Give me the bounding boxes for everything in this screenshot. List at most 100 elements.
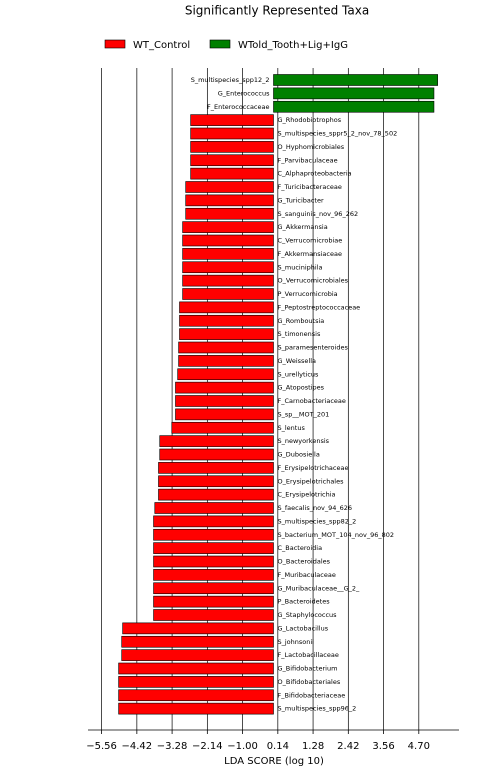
category-label: F_Parvibaculaceae <box>278 156 338 164</box>
bar <box>118 689 274 702</box>
category-label: F_Muribaculaceae <box>278 571 336 579</box>
category-label: S_multispecies_sppr5_2_nov_78_502 <box>278 130 398 138</box>
bar <box>153 542 274 554</box>
category-label: G_Enterococcus <box>218 89 270 97</box>
bar <box>190 127 274 140</box>
x-tick-label: −2.14 <box>192 741 223 752</box>
bar <box>179 314 274 327</box>
category-label: F_Bifidobacteriaceae <box>278 691 346 699</box>
bar <box>182 234 274 247</box>
category-label: S_bacterium_MOT_104_nov_96_802 <box>278 531 395 539</box>
legend-label: WTold_Tooth+Lig+IgG <box>238 40 348 51</box>
bar <box>118 676 274 688</box>
category-label: F_Carnobacteriaceae <box>278 397 346 405</box>
x-tick-label: 4.70 <box>408 741 430 752</box>
category-label: G_Staphylococcus <box>278 611 338 619</box>
legend-swatch <box>209 39 231 49</box>
bar <box>182 261 274 274</box>
category-label: S_paramesenteroides <box>278 344 349 352</box>
category-label: F_Turicibacteraceae <box>278 183 342 191</box>
bar <box>159 448 274 461</box>
x-tick-label: −3.28 <box>157 741 188 752</box>
bar <box>190 154 274 167</box>
bar <box>118 662 274 675</box>
category-label: O_Hyphomicrobiales <box>278 143 345 151</box>
bar <box>175 395 274 407</box>
bar <box>185 194 274 207</box>
category-label: F_Erysipelotrichaceae <box>278 464 349 472</box>
bar <box>121 635 274 648</box>
bar <box>273 74 438 86</box>
bar <box>185 181 274 193</box>
bar <box>175 408 274 421</box>
bar <box>153 609 274 621</box>
category-label: C_Alphaproteobacteria <box>278 170 352 178</box>
bar <box>158 475 274 488</box>
bar <box>273 87 435 100</box>
category-label: G_Lactobacillus <box>278 624 329 632</box>
bar <box>190 114 274 126</box>
x-tick-label: −4.42 <box>122 741 153 752</box>
category-label: O_Bifidobacteriales <box>278 678 341 686</box>
bar <box>182 221 274 233</box>
bar <box>153 569 274 581</box>
category-label: C_Verrucomicrobiae <box>278 237 343 245</box>
category-label: S_multispecies_spp12_2 <box>191 76 270 84</box>
category-label: G_Weissella <box>278 357 317 365</box>
bar <box>153 528 274 541</box>
bar <box>178 355 274 367</box>
bar <box>153 595 274 608</box>
bar <box>179 328 274 340</box>
category-label: S_multispecies_spp96_2 <box>278 705 357 713</box>
category-label: S_lentus <box>278 424 306 432</box>
chart-title: Significantly Represented Taxa <box>185 4 369 18</box>
category-label: S_newyorkensis <box>278 437 330 445</box>
bar <box>118 702 274 715</box>
category-label: G_Bifidobacterium <box>278 665 338 673</box>
x-tick-label: 2.42 <box>337 741 359 752</box>
category-label: S_johnsonii <box>278 638 315 646</box>
category-label: O_Verrucomicrobiales <box>278 277 349 285</box>
category-label: S_muciniphila <box>278 263 323 271</box>
bar <box>182 248 274 260</box>
category-label: F_Peptostreptococcaceae <box>278 303 361 311</box>
x-tick-label: 1.28 <box>302 741 324 752</box>
category-label: F_Enterococcaceae <box>207 103 270 111</box>
bar <box>122 622 274 635</box>
bar <box>121 649 274 661</box>
x-tick-label: 0.14 <box>267 741 289 752</box>
x-tick-label: 3.56 <box>372 741 394 752</box>
category-label: G_Romboutsia <box>278 317 325 325</box>
category-label: G_Muribaculaceae__G_2_ <box>278 584 361 592</box>
category-label: P_Bacteroidetes <box>278 598 331 606</box>
bar <box>153 555 274 568</box>
category-label: C_Erysipelotrichia <box>278 491 336 499</box>
bar <box>158 462 274 474</box>
x-tick-label: −5.56 <box>86 741 117 752</box>
category-label: F_Akkermansiaceae <box>278 250 342 258</box>
bar <box>182 274 274 287</box>
category-label: S_sanguinis_nov_96_262 <box>278 210 359 218</box>
category-label: S_multispecies_spp82_2 <box>278 517 357 525</box>
bar <box>171 421 274 434</box>
bar <box>159 435 274 447</box>
bar <box>153 582 274 595</box>
category-label: P_Verrucomicrobia <box>278 290 338 298</box>
legend-label: WT_Control <box>133 40 190 51</box>
category-label: S_timonensis <box>278 330 321 338</box>
category-label: C_Bacteroidia <box>278 544 323 552</box>
bar <box>153 515 274 528</box>
legend-swatch <box>104 39 126 49</box>
category-label: G_Akkermansia <box>278 223 328 231</box>
bar <box>273 100 435 113</box>
bar <box>185 207 274 220</box>
bar <box>154 502 274 514</box>
category-label: O_Erysipelotrichales <box>278 477 345 485</box>
category-label: G_Rhodobiotrophos <box>278 116 342 124</box>
bar <box>190 141 274 153</box>
bar <box>182 288 274 300</box>
bar <box>158 488 274 501</box>
bar <box>178 341 274 354</box>
x-tick-label: −1.00 <box>227 741 258 752</box>
